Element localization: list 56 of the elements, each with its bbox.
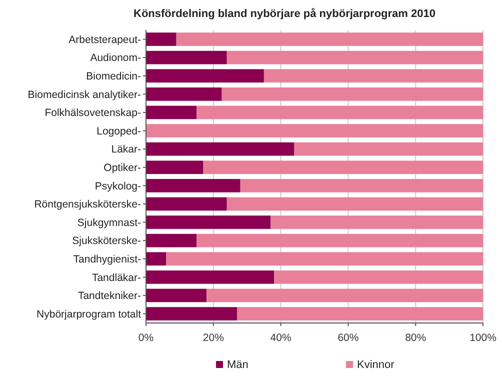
bar: [274, 270, 483, 284]
bar: [146, 234, 197, 248]
bar: [196, 234, 483, 248]
y-tick-label: Tandtekniker-: [78, 290, 142, 302]
bar: [146, 142, 294, 156]
y-tick-label: Sjuksköterske-: [72, 235, 142, 248]
y-tick-label: Sjukgymnast-: [77, 216, 142, 229]
bar: [226, 50, 483, 64]
y-tick-label: Logoped-: [96, 125, 142, 138]
x-tick-label: 0%: [138, 332, 154, 344]
bar: [226, 197, 483, 211]
x-tick-label: 40%: [270, 332, 292, 344]
bar: [146, 32, 176, 46]
bar: [146, 252, 166, 266]
bar: [222, 87, 483, 101]
bar: [240, 178, 483, 192]
bar: [146, 124, 483, 138]
bar: [294, 142, 483, 156]
y-tick-label: Optiker-: [104, 162, 142, 174]
bar: [166, 252, 483, 266]
y-tick-label: Arbetsterapeut-: [68, 34, 142, 46]
bar: [196, 106, 483, 120]
y-tick-label: Tandhygienist-: [73, 254, 142, 266]
bar: [203, 160, 483, 174]
legend-label: Män: [227, 359, 248, 372]
y-tick-label: Folkhälsovetenskap-: [44, 107, 142, 120]
bar: [146, 160, 204, 174]
bar: [146, 270, 274, 284]
bar: [146, 197, 227, 211]
bar: [146, 87, 222, 101]
bar: [146, 288, 207, 302]
x-tick-label: 100%: [470, 332, 496, 344]
x-tick-label: 20%: [202, 332, 224, 344]
x-tick-label: 60%: [338, 332, 359, 344]
bar: [264, 69, 483, 83]
bar: [146, 106, 197, 120]
y-tick-label: Audionom-: [90, 52, 142, 64]
y-tick-label: Psykolog-: [94, 180, 142, 192]
bar: [146, 69, 264, 83]
bar: [236, 307, 483, 320]
chart-title: Könsfördelning bland nybörjare på nybörjarprogram 2010: [134, 7, 436, 20]
bar: [146, 50, 227, 64]
bar: [146, 178, 240, 192]
bar: [146, 307, 237, 320]
bar: [270, 216, 483, 229]
y-tick-label: Tandläkar-: [92, 272, 142, 284]
y-tick-label: Röntgensjuksköterske-: [34, 198, 142, 211]
bar: [176, 32, 483, 46]
bar: [146, 216, 271, 229]
y-tick-label: Biomedicin-: [86, 70, 142, 83]
bar: [206, 288, 483, 302]
legend-label: Kvinnor: [357, 359, 395, 372]
y-tick-label: Biomedicinsk analytiker-: [28, 88, 142, 101]
x-tick-label: 80%: [405, 332, 426, 344]
y-tick-label: Nybörjarprogram totalt: [36, 308, 142, 320]
y-tick-label: Läkar-: [111, 144, 142, 156]
